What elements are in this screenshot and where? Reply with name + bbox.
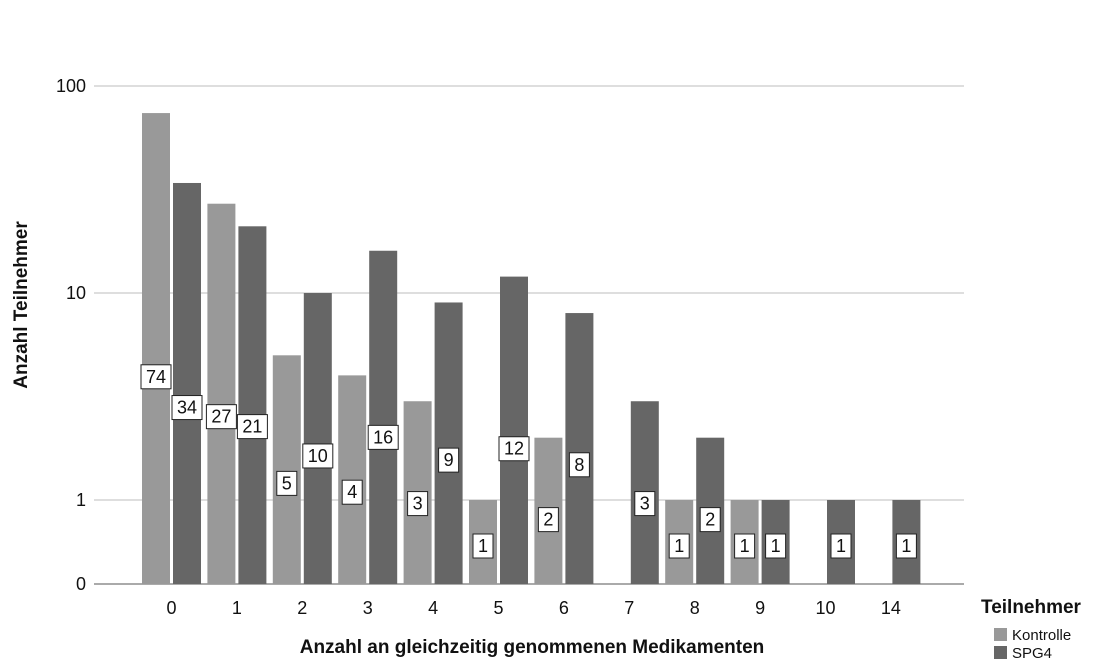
bar-kontrolle-1 xyxy=(207,203,236,584)
data-label: 21 xyxy=(242,417,262,437)
data-label: 3 xyxy=(640,494,650,514)
legend-swatch-spg4 xyxy=(994,646,1007,659)
bar-spg4-3 xyxy=(369,250,398,584)
bar-kontrolle-2 xyxy=(272,355,301,584)
data-label: 1 xyxy=(836,536,846,556)
x-tick-label: 14 xyxy=(881,598,901,618)
y-tick-label: 100 xyxy=(56,76,86,96)
data-label: 12 xyxy=(504,439,524,459)
data-label-box xyxy=(537,507,559,533)
data-label: 8 xyxy=(574,455,584,475)
legend: Teilnehmer Kontrolle SPG4 xyxy=(981,597,1082,661)
data-label-box xyxy=(765,533,787,559)
bar-kontrolle-3 xyxy=(338,375,367,584)
data-label-box xyxy=(830,533,852,559)
data-label-box xyxy=(171,395,203,421)
x-tick-label: 2 xyxy=(297,598,307,618)
x-tick-label: 0 xyxy=(166,598,176,618)
data-label-box xyxy=(634,491,656,517)
data-label: 1 xyxy=(740,536,750,556)
bar-spg4-0 xyxy=(173,182,201,584)
data-label: 27 xyxy=(211,407,231,427)
data-label: 1 xyxy=(771,536,781,556)
data-label-box xyxy=(734,533,756,559)
data-label-box xyxy=(341,479,363,505)
data-label-box xyxy=(407,491,429,517)
data-label: 1 xyxy=(478,536,488,556)
bar-kontrolle-0 xyxy=(142,113,170,584)
bars xyxy=(142,113,921,585)
data-label: 74 xyxy=(146,367,166,387)
data-label: 9 xyxy=(444,450,454,470)
data-label: 3 xyxy=(413,494,423,514)
data-label: 10 xyxy=(308,446,328,466)
data-label: 4 xyxy=(347,482,357,502)
data-label-box xyxy=(236,414,268,440)
data-label-box xyxy=(472,533,494,559)
x-tick-label: 7 xyxy=(624,598,634,618)
data-label-box xyxy=(438,447,460,473)
data-label-box xyxy=(568,452,590,478)
bar-spg4-5 xyxy=(500,276,528,584)
x-tick-label: 3 xyxy=(363,598,373,618)
x-tick-label: 10 xyxy=(815,598,835,618)
x-axis-title: Anzahl an gleichzeitig genommenen Medika… xyxy=(300,637,765,658)
legend-title: Teilnehmer xyxy=(981,597,1082,618)
data-label: 2 xyxy=(543,510,553,530)
data-label-box xyxy=(302,443,334,469)
data-label: 5 xyxy=(282,473,292,493)
data-label-box xyxy=(895,533,917,559)
y-tick-label: 0 xyxy=(76,574,86,594)
data-label-box xyxy=(498,436,530,462)
legend-label-kontrolle: Kontrolle xyxy=(1012,627,1071,644)
data-label-box xyxy=(699,507,721,533)
data-label: 1 xyxy=(901,536,911,556)
data-label-box xyxy=(205,404,237,430)
legend-swatch-kontrolle xyxy=(994,628,1007,641)
x-tick-label: 9 xyxy=(755,598,765,618)
y-tick-label: 10 xyxy=(66,283,86,303)
bar-spg4-1 xyxy=(238,226,267,585)
bar-spg4-4 xyxy=(434,302,463,584)
data-label: 2 xyxy=(705,510,715,530)
data-label-box xyxy=(668,533,690,559)
data-label: 1 xyxy=(674,536,684,556)
data-label-box xyxy=(140,364,172,390)
data-label-box xyxy=(367,424,399,450)
data-label-box xyxy=(276,470,298,496)
data-label: 16 xyxy=(373,427,393,447)
x-tick-label: 5 xyxy=(493,598,503,618)
x-tick-label: 1 xyxy=(232,598,242,618)
y-tick-label: 1 xyxy=(76,490,86,510)
bar-spg4-2 xyxy=(303,293,332,584)
legend-label-spg4: SPG4 xyxy=(1012,645,1052,661)
x-tick-label: 6 xyxy=(559,598,569,618)
data-label: 34 xyxy=(177,398,197,418)
x-tick-label: 4 xyxy=(428,598,438,618)
x-tick-label: 8 xyxy=(690,598,700,618)
y-axis-title: Anzahl Teilnehmer xyxy=(11,221,32,389)
bar-spg4-6 xyxy=(565,313,594,584)
x-tick-labels: 0 1 2 3 4 5 6 7 8 9 10 14 xyxy=(166,598,900,618)
